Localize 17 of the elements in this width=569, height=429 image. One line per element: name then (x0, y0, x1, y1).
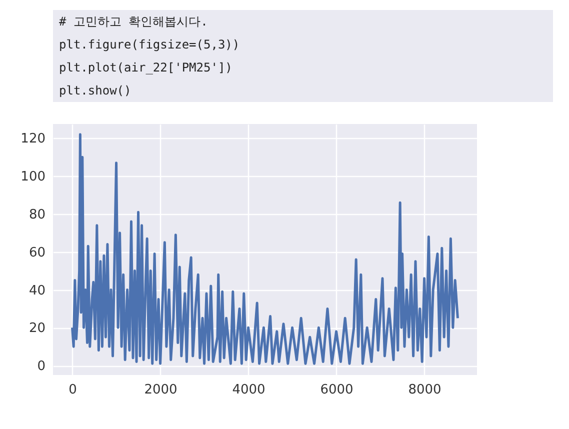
y-tick-label: 120 (20, 132, 46, 147)
y-tick-label: 80 (28, 207, 46, 222)
text: # 고민하고 확인해봅시다. (59, 14, 208, 28)
y-tick-label: 100 (20, 170, 46, 185)
x-tick-label: 2000 (144, 382, 178, 398)
x-tick-label: 0 (68, 382, 77, 398)
x-tick-label: 8000 (408, 382, 442, 398)
x-tick-label: 4000 (232, 382, 266, 398)
text: plt.figure(figsize=(5,3)) (59, 38, 240, 52)
y-tick-label: 60 (28, 245, 46, 260)
text: plt.show() (59, 84, 132, 98)
text: plt.plot(air_22['PM25']) (59, 60, 232, 74)
y-tick-label: 0 (37, 359, 46, 374)
x-tick-label: 6000 (320, 382, 354, 398)
line-series (71, 133, 459, 365)
y-tick-label: 20 (28, 321, 46, 336)
y-tick-label: 40 (28, 283, 46, 298)
